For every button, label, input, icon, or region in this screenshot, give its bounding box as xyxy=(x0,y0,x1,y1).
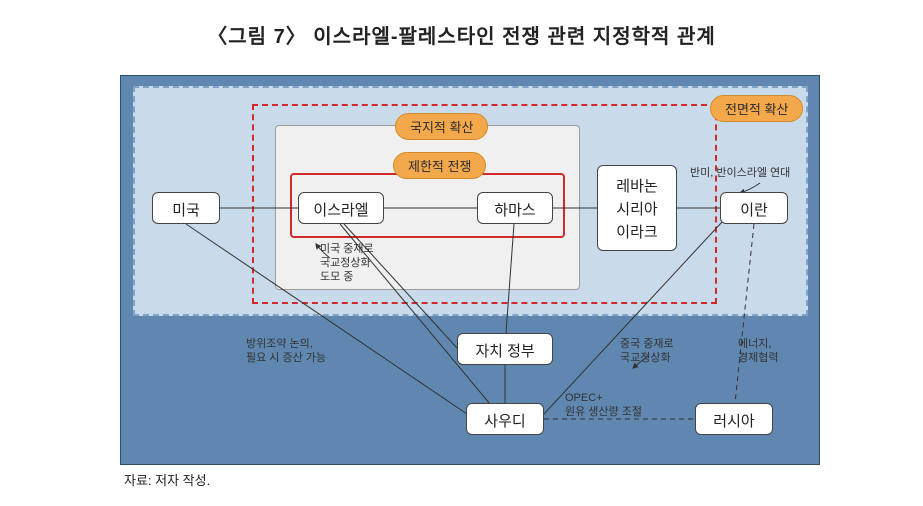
annot-energy: 에너지, 경제협력 xyxy=(738,338,778,366)
badge-local: 국지적 확산 xyxy=(395,113,488,140)
node-usa: 미국 xyxy=(152,192,220,224)
node-iran: 이란 xyxy=(720,192,788,224)
node-israel: 이스라엘 xyxy=(298,192,384,224)
node-levant-syria: 시리아 xyxy=(608,198,666,219)
annot-opec: OPEC+ 원유 생산량 조절 xyxy=(565,392,642,420)
node-levant-lebanon: 레바논 xyxy=(608,175,666,196)
node-saudi: 사우디 xyxy=(466,403,544,435)
node-pa: 자치 정부 xyxy=(457,333,553,365)
node-levant-iraq: 이라크 xyxy=(608,221,666,242)
badge-limited: 제한적 전쟁 xyxy=(393,152,486,179)
annot-defense: 방위조약 논의, 필요 시 증산 가능 xyxy=(246,338,326,366)
node-hamas: 하마스 xyxy=(477,192,553,224)
annot-china: 중국 중재로 국교정상화 xyxy=(620,338,674,366)
diagram-canvas: 〈그림 7〉 이스라엘-팔레스타인 전쟁 관련 지정학적 관계 전면적 확산 국… xyxy=(0,0,923,506)
figure-source: 자료: 저자 작성. xyxy=(124,470,210,489)
node-russia: 러시아 xyxy=(695,403,773,435)
annot-us-mediate: 미국 중재로 국교정상화 도모 중 xyxy=(320,243,374,284)
figure-title: 〈그림 7〉 이스라엘-팔레스타인 전쟁 관련 지정학적 관계 xyxy=(0,20,923,49)
node-levant-group: 레바논 시리아 이라크 xyxy=(597,165,677,251)
badge-fullscale: 전면적 확산 xyxy=(710,95,803,122)
annot-anti-us: 반미, 반이스라엘 연대 xyxy=(690,167,790,181)
